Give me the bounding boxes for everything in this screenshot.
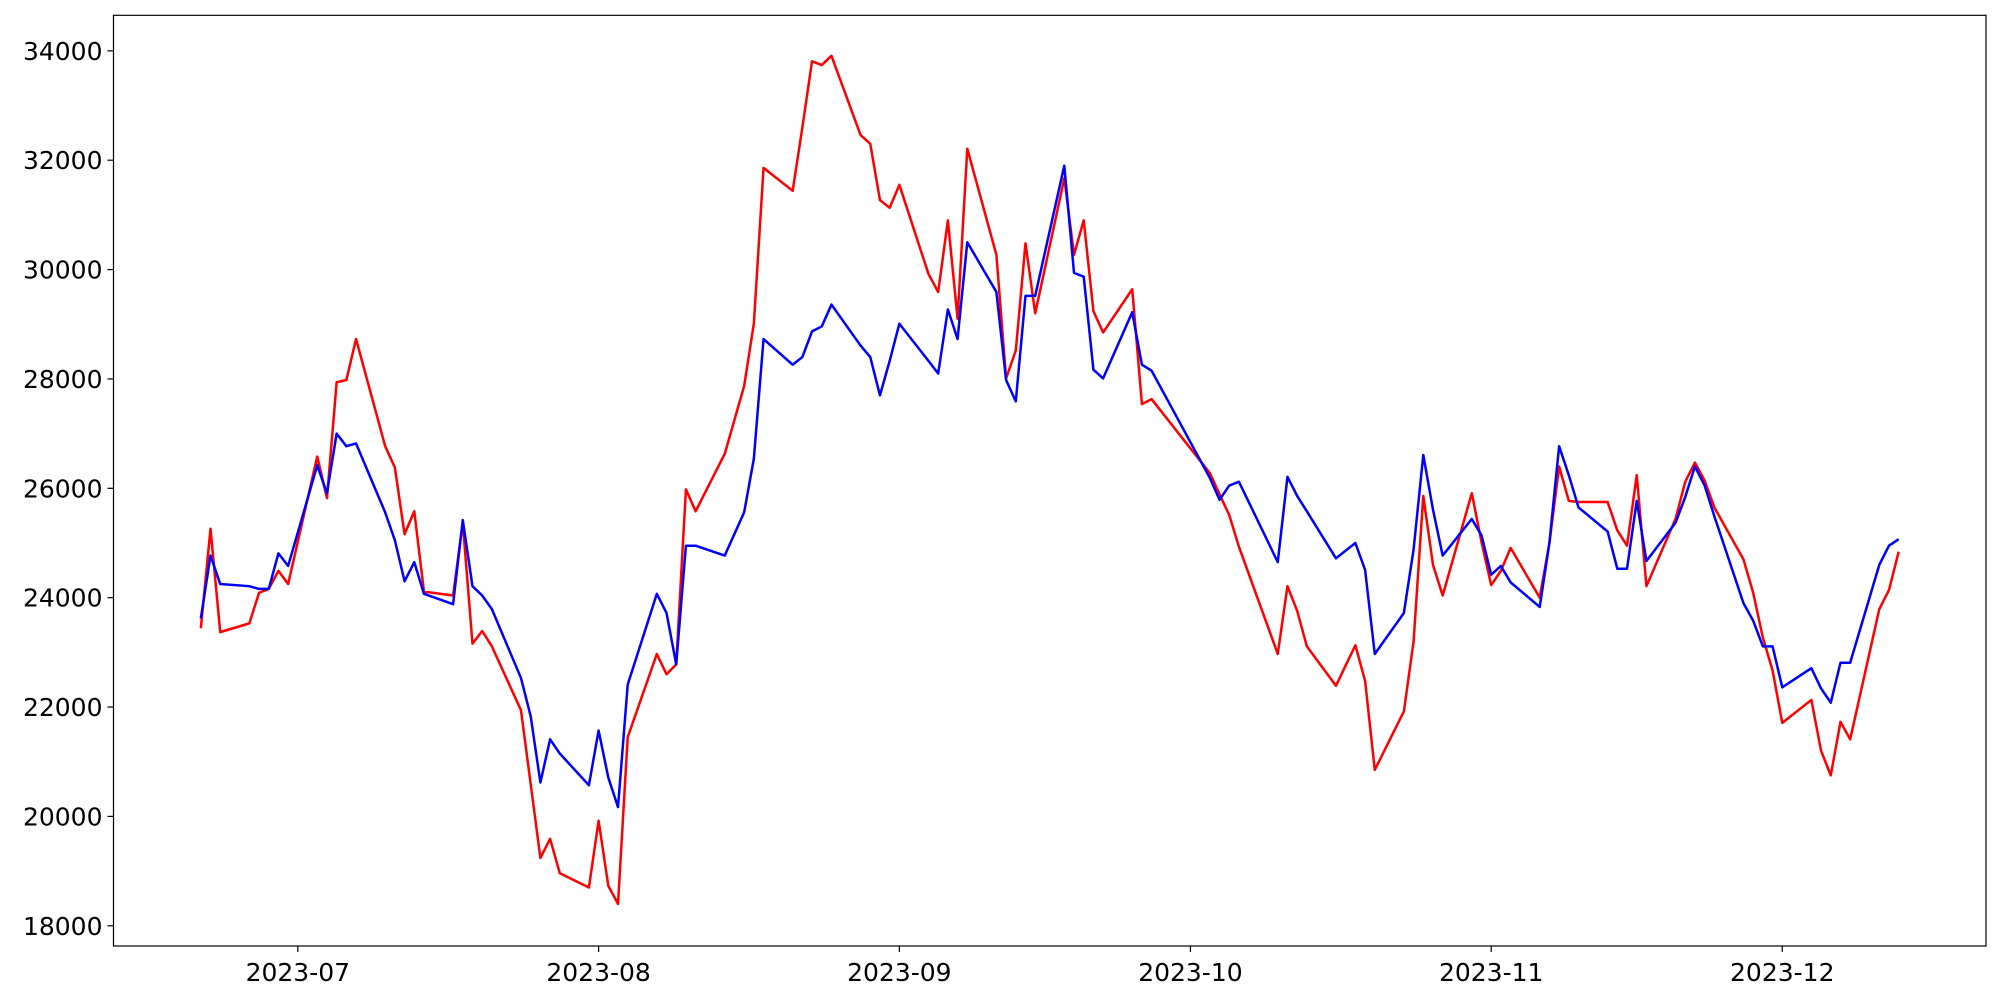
series-line — [199, 54, 1900, 906]
y-tick-label: 20000 — [23, 802, 103, 831]
plot-frame — [112, 14, 1987, 947]
x-tick-label: 2023-11 — [1439, 958, 1543, 987]
x-tick-label: 2023-07 — [246, 958, 350, 987]
series-line — [199, 164, 1900, 809]
y-tick-label: 34000 — [23, 37, 103, 66]
x-tick-label: 2023-09 — [847, 958, 951, 987]
x-tick-label: 2023-12 — [1730, 958, 1834, 987]
y-tick-label: 18000 — [23, 912, 103, 941]
y-tick-label: 28000 — [23, 365, 103, 394]
y-tick-label: 30000 — [23, 256, 103, 285]
x-tick-label: 2023-08 — [546, 958, 650, 987]
y-tick-label: 32000 — [23, 146, 103, 175]
y-tick-label: 24000 — [23, 584, 103, 613]
y-tick-label: 22000 — [23, 693, 103, 722]
y-tick-label: 26000 — [23, 474, 103, 503]
x-tick-label: 2023-10 — [1138, 958, 1242, 987]
